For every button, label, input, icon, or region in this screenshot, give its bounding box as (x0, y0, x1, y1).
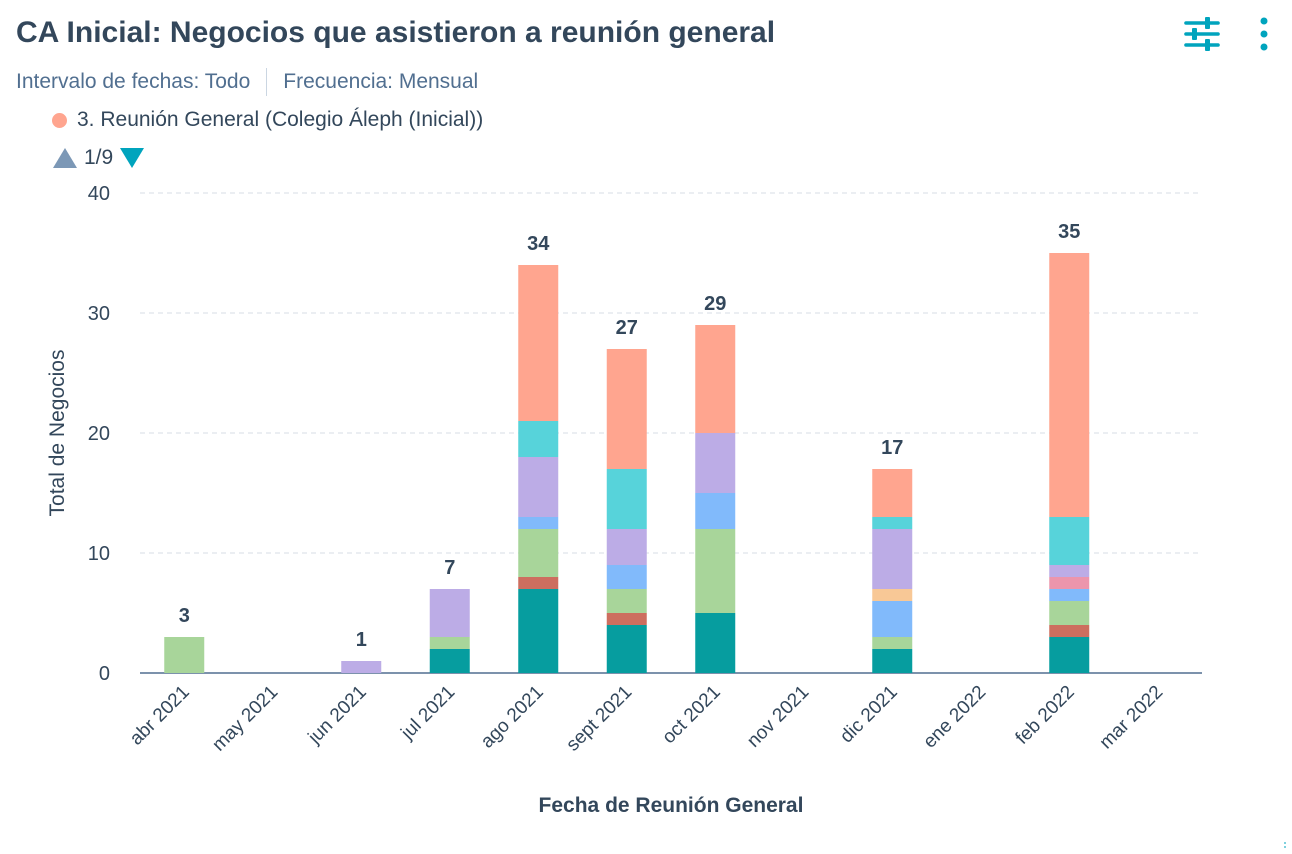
y-tick-label: 20 (88, 423, 110, 445)
y-tick-label: 0 (99, 663, 110, 685)
bar-segment[interactable] (872, 649, 913, 673)
x-axis-title: Fecha de Reunión General (539, 794, 804, 817)
bar-segment[interactable] (872, 517, 913, 529)
x-tick-label: ene 2022 (919, 682, 990, 753)
x-tick-label: abr 2021 (126, 682, 194, 750)
x-tick-label: ago 2021 (477, 682, 548, 753)
x-tick-label: nov 2021 (743, 682, 813, 752)
y-tick-label: 30 (88, 303, 110, 325)
x-tick-label: oct 2021 (658, 682, 724, 748)
legend-item[interactable]: 3. Reunión General (Colegio Áleph (Inici… (52, 108, 483, 132)
vertical-dots-icon (1260, 17, 1268, 51)
filter-button[interactable] (1182, 14, 1222, 54)
bar-segment[interactable] (606, 613, 647, 625)
x-tick-label: dic 2021 (836, 682, 902, 748)
data-label: 35 (1058, 221, 1080, 243)
chart-title: CA Inicial: Negocios que asistieron a re… (16, 16, 776, 49)
bar-segment[interactable] (695, 613, 736, 673)
data-label: 34 (527, 233, 550, 255)
bar-segment[interactable] (695, 493, 736, 529)
data-label: 3 (179, 605, 190, 627)
bar-segment[interactable] (695, 433, 736, 493)
bar-segment[interactable] (1049, 589, 1090, 601)
bar-segment[interactable] (1049, 625, 1090, 637)
bar-segment[interactable] (1049, 601, 1090, 625)
bar-segment[interactable] (606, 625, 647, 673)
bar-segment[interactable] (1049, 565, 1090, 577)
bar-segment[interactable] (1049, 517, 1090, 565)
y-tick-label: 40 (88, 183, 110, 205)
x-tick-label: mar 2022 (1096, 682, 1168, 754)
bar-segment[interactable] (606, 469, 647, 529)
bar-segment[interactable] (429, 637, 470, 649)
toolbar (1182, 12, 1292, 56)
bar-segment[interactable] (606, 565, 647, 589)
x-tick-label: may 2021 (208, 682, 282, 756)
data-label: 27 (616, 317, 638, 339)
bar-segment[interactable] (429, 589, 470, 637)
bar-segment[interactable] (518, 529, 559, 577)
data-label: 1 (356, 629, 367, 651)
data-label: 17 (881, 437, 903, 459)
sliders-icon (1184, 17, 1220, 51)
bar-segment[interactable] (872, 589, 913, 601)
x-tick-label: feb 2022 (1012, 682, 1079, 749)
date-range-label: Intervalo de fechas: Todo (16, 70, 251, 93)
x-tick-label: sept 2021 (562, 682, 636, 756)
data-label: 29 (704, 293, 726, 315)
y-axis-title: Total de Negocios (46, 350, 69, 517)
bar-segment[interactable] (1049, 637, 1090, 673)
divider (266, 68, 268, 96)
legend-pager: 1/9 (52, 146, 145, 170)
bar-segment[interactable] (1049, 577, 1090, 589)
frequency-label: Frecuencia: Mensual (283, 70, 479, 93)
bar-segment[interactable] (518, 589, 559, 673)
bar-segment[interactable] (606, 589, 647, 613)
report-meta: Intervalo de fechas: Todo Frecuencia: Me… (16, 68, 478, 96)
bar-segment[interactable] (695, 529, 736, 613)
legend-label: 3. Reunión General (Colegio Áleph (Inici… (77, 108, 484, 131)
resize-handle-icon[interactable] (1280, 842, 1286, 848)
triangle-down-icon[interactable] (119, 146, 145, 170)
bar-segment[interactable] (606, 529, 647, 565)
bar-segment[interactable] (872, 601, 913, 637)
triangle-up-icon[interactable] (52, 146, 78, 170)
pager-text: 1/9 (84, 146, 114, 169)
bar-segment[interactable] (341, 661, 382, 673)
y-tick-label: 10 (88, 543, 110, 565)
bar-segment[interactable] (695, 325, 736, 433)
bar-segment[interactable] (606, 349, 647, 469)
bar-segment[interactable] (518, 265, 559, 421)
x-tick-label: jul 2021 (397, 682, 460, 745)
bar-segment[interactable] (872, 529, 913, 589)
data-label: 7 (444, 557, 455, 579)
bar-segment[interactable] (1049, 253, 1090, 517)
more-menu-button[interactable] (1252, 14, 1276, 54)
bar-segment[interactable] (872, 637, 913, 649)
bar-segment[interactable] (518, 421, 559, 457)
legend-swatch (52, 112, 67, 128)
bar-segment[interactable] (518, 517, 559, 529)
bar-segment[interactable] (518, 457, 559, 517)
bar-segment[interactable] (872, 469, 913, 517)
bar-segment[interactable] (164, 637, 205, 673)
bar-segment[interactable] (429, 649, 470, 673)
bar-segment[interactable] (518, 577, 559, 589)
x-tick-label: jun 2021 (304, 682, 371, 749)
